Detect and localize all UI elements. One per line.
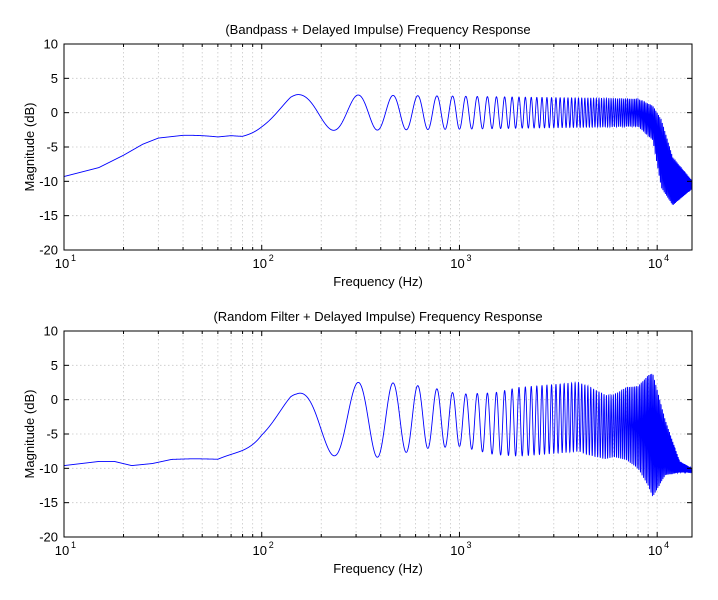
tick-marks [63, 43, 692, 251]
series-line [64, 373, 692, 497]
x-tick-exponent: 4 [664, 253, 669, 263]
grid [64, 44, 692, 250]
y-tick-label: 0 [51, 105, 58, 120]
y-tick-label: -5 [46, 427, 58, 442]
x-tick-label: 10 [252, 543, 266, 558]
y-tick-label: 0 [51, 392, 58, 407]
y-tick-label: -15 [39, 208, 58, 223]
x-tick-label: 10 [648, 543, 662, 558]
x-axis-label: Frequency (Hz) [333, 561, 423, 576]
x-tick-exponent: 2 [269, 253, 274, 263]
x-tick-exponent: 3 [466, 253, 471, 263]
y-tick-label: -5 [46, 140, 58, 155]
x-tick-label: 10 [55, 543, 69, 558]
x-tick-label: 10 [252, 256, 266, 271]
x-tick-exponent: 1 [71, 253, 76, 263]
series-line [64, 94, 692, 205]
y-tick-label: -20 [39, 243, 58, 258]
plot-area [64, 44, 692, 250]
y-tick-label: 5 [51, 358, 58, 373]
y-tick-label: -15 [39, 495, 58, 510]
y-axis-label: Magnitude (dB) [22, 103, 37, 192]
x-tick-label: 10 [450, 256, 464, 271]
chart-title: (Random Filter + Delayed Impulse) Freque… [213, 309, 542, 324]
grid [64, 331, 692, 537]
tick-marks [63, 330, 692, 538]
y-tick-label: 10 [44, 324, 58, 339]
x-axis-label: Frequency (Hz) [333, 274, 423, 289]
x-tick-exponent: 2 [269, 540, 274, 550]
x-tick-label: 10 [648, 256, 662, 271]
x-tick-exponent: 3 [466, 540, 471, 550]
x-tick-label: 10 [450, 543, 464, 558]
y-axis-label: Magnitude (dB) [22, 390, 37, 479]
y-tick-label: 5 [51, 71, 58, 86]
y-tick-label: -10 [39, 174, 58, 189]
y-tick-label: 10 [44, 37, 58, 52]
chart-title: (Bandpass + Delayed Impulse) Frequency R… [225, 22, 530, 37]
x-tick-label: 10 [55, 256, 69, 271]
y-tick-label: -20 [39, 530, 58, 545]
x-tick-exponent: 4 [664, 540, 669, 550]
x-tick-exponent: 1 [71, 540, 76, 550]
y-tick-label: -10 [39, 461, 58, 476]
